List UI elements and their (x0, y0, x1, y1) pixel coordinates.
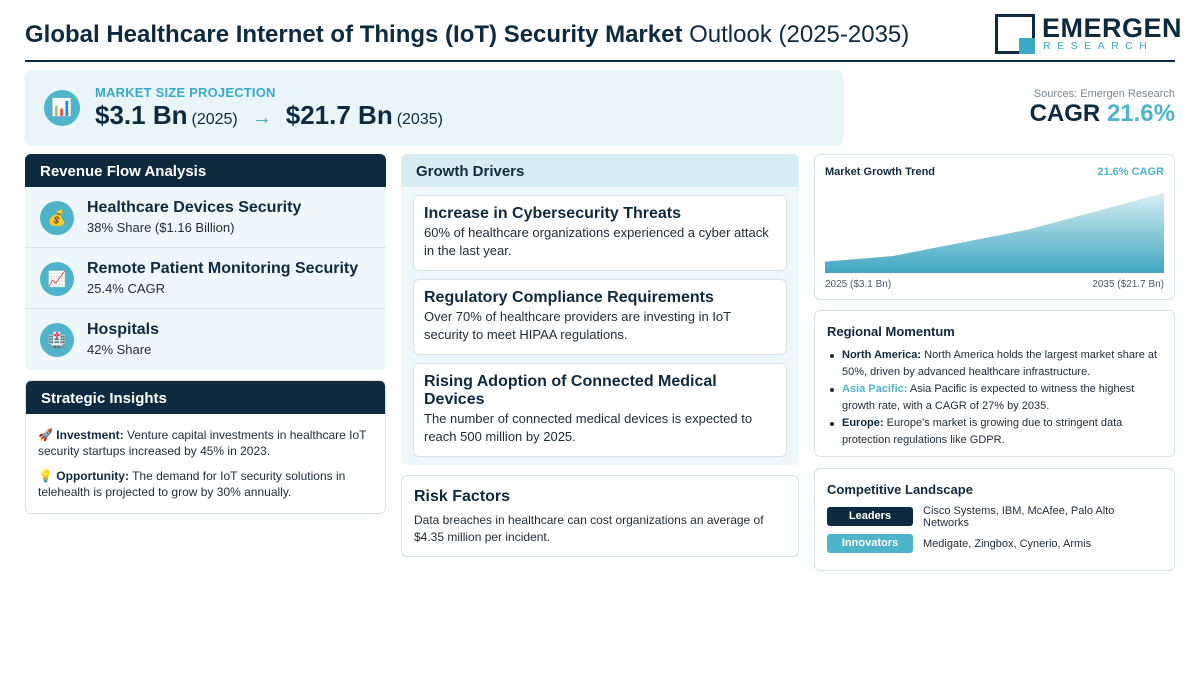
revenue-item-title: Hospitals (87, 321, 160, 338)
competitive-landscape-title: Competitive Landscape (827, 482, 973, 497)
revenue-item: 🏥 Hospitals 42% Share (25, 309, 386, 370)
innovators-names: Medigate, Zingbox, Cynerio, Armis (923, 538, 1092, 550)
revenue-item-title: Healthcare Devices Security (87, 199, 302, 216)
region-name: Asia Pacific: (842, 383, 908, 395)
region-text: Asia Pacific is expected to witness the … (842, 383, 1135, 412)
insight-text: Venture capital investments in healthcar… (38, 428, 367, 458)
regional-list: North America: North America holds the l… (827, 347, 1167, 449)
bar-chart-icon: 📊 (44, 90, 80, 126)
projection-start-year: (2025) (191, 111, 238, 128)
driver-card: Rising Adoption of Connected Medical Dev… (413, 363, 787, 457)
trend-cagr-label: 21.6% CAGR (1097, 166, 1164, 178)
driver-card: Increase in Cybersecurity Threats 60% of… (413, 195, 787, 271)
revenue-item-subtitle: 42% Share (87, 342, 152, 357)
logo-subtitle: RESEARCH (1043, 40, 1154, 52)
revenue-item-subtitle: 38% Share ($1.16 Billion) (87, 220, 235, 235)
revenue-item-title: Remote Patient Monitoring Security (87, 260, 359, 277)
revenue-item: 💰 Healthcare Devices Security 38% Share … (25, 187, 386, 248)
insight-item: 🚀 Investment: Venture capital investment… (26, 427, 385, 459)
region-text: North America holds the largest market s… (842, 349, 1158, 378)
driver-title: Increase in Cybersecurity Threats (424, 205, 682, 222)
page-title-period: Outlook (2025-2035) (689, 21, 910, 48)
region-name: North America: (842, 349, 922, 361)
logo-mark-icon (995, 14, 1035, 54)
regional-momentum-title: Regional Momentum (827, 324, 955, 339)
sources-note: Sources: Emergen Research (1033, 88, 1175, 100)
projection-end-value: $21.7 Bn (285, 100, 393, 130)
projection-start-value: $3.1 Bn (95, 100, 188, 130)
trending-chart-icon: 📈 (40, 262, 74, 296)
leaders-tag: Leaders (827, 507, 913, 526)
growth-drivers-panel: Growth Drivers Increase in Cybersecurity… (401, 154, 799, 465)
risk-factors-panel: Risk Factors Data breaches in healthcare… (401, 475, 799, 557)
leaders-names: Cisco Systems, IBM, McAfee, Palo Alto Ne… (923, 505, 1115, 529)
money-bag-icon: 💰 (40, 201, 74, 235)
region-name: Europe: (842, 417, 884, 429)
driver-title: Regulatory Compliance Requirements (424, 289, 714, 306)
risk-factors-title: Risk Factors (414, 488, 511, 505)
insight-item: 💡 Opportunity: The demand for IoT securi… (26, 468, 385, 500)
lightbulb-icon: 💡 (38, 469, 53, 483)
regional-item: Europe: Europe's market is growing due t… (827, 415, 1167, 448)
projection-label: MARKET SIZE PROJECTION (95, 85, 276, 100)
projection-end-year: (2035) (396, 111, 443, 128)
revenue-flow-title: Revenue Flow Analysis (25, 154, 386, 187)
trend-x-end-label: 2035 ($21.7 Bn) (1092, 279, 1164, 290)
regional-momentum-panel: Regional Momentum North America: North A… (814, 310, 1175, 457)
cagr-label: CAGR (1029, 100, 1101, 127)
driver-card: Regulatory Compliance Requirements Over … (413, 279, 787, 355)
insight-label: Investment: (56, 428, 124, 442)
cagr-summary: CAGR 21.6% (1030, 100, 1175, 128)
revenue-item-subtitle: 25.4% CAGR (87, 281, 166, 296)
insight-label: Opportunity: (56, 469, 129, 483)
trend-area-chart (825, 193, 1164, 273)
arrow-right-icon: → (251, 107, 272, 129)
market-growth-trend-panel: Market Growth Trend 21.6% CAGR 2025 ($3.… (814, 154, 1175, 300)
revenue-flow-panel: Revenue Flow Analysis 💰 Healthcare Devic… (25, 154, 386, 370)
insight-text: The demand for IoT security solutions in… (38, 469, 346, 499)
page-title-main: Global Healthcare Internet of Things (Io… (25, 21, 683, 48)
cagr-value: 21.6% (1106, 100, 1175, 127)
rocket-icon: 🚀 (38, 428, 53, 442)
region-text: Europe's market is growing due to string… (842, 417, 1123, 446)
growth-drivers-title: Growth Drivers (401, 154, 799, 187)
page-header: Global Healthcare Internet of Things (Io… (25, 12, 1182, 62)
logo-wordmark: EMERGEN (1042, 13, 1183, 43)
competitive-landscape-panel: Competitive Landscape Leaders Cisco Syst… (814, 468, 1175, 571)
market-size-projection: 📊 MARKET SIZE PROJECTION $3.1 Bn (2025) → $… (25, 70, 844, 146)
hospital-icon: 🏥 (40, 323, 74, 357)
trend-title: Market Growth Trend (825, 166, 936, 178)
page-title: Global Healthcare Internet of Things (Io… (25, 21, 909, 49)
trend-x-start-label: 2025 ($3.1 Bn) (825, 279, 892, 290)
risk-factors-text: Data breaches in healthcare can cost org… (414, 513, 764, 544)
driver-title: Rising Adoption of Connected Medical Dev… (424, 373, 717, 408)
strategic-insights-title: Strategic Insights (26, 381, 385, 414)
projection-values: $3.1 Bn (2025) → $21.7 Bn (2035) (95, 100, 443, 131)
regional-item: North America: North America holds the l… (827, 347, 1167, 380)
driver-text: The number of connected medical devices … (424, 411, 753, 444)
trend-area-series (825, 193, 1164, 273)
innovators-tag: Innovators (827, 534, 913, 553)
driver-text: Over 70% of healthcare providers are inv… (424, 309, 731, 342)
driver-text: 60% of healthcare organizations experien… (424, 225, 769, 258)
emergen-logo: EMERGEN RESEARCH (995, 12, 1182, 56)
regional-item: Asia Pacific: Asia Pacific is expected t… (827, 381, 1167, 414)
revenue-item: 📈 Remote Patient Monitoring Security 25.… (25, 248, 386, 309)
strategic-insights-panel: Strategic Insights 🚀 Investment: Venture… (25, 380, 386, 514)
